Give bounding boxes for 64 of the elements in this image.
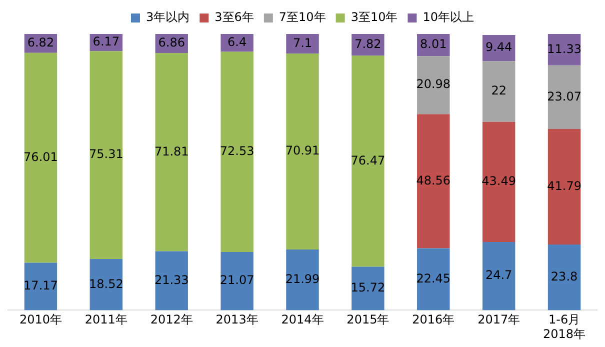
data-label: 15.72 [350, 280, 386, 295]
data-label: 21.07 [220, 273, 254, 288]
legend-label: 3年以内 [146, 10, 190, 24]
legend-label: 7至10年 [278, 10, 326, 24]
x-tick-label: 2017年 [478, 312, 520, 327]
legend-label: 3至10年 [350, 10, 398, 24]
bar [220, 52, 254, 252]
bar [24, 52, 58, 263]
data-label: 70.91 [285, 144, 320, 158]
data-label: 75.31 [88, 147, 124, 162]
bar [417, 56, 450, 114]
bar [286, 249, 319, 310]
bar [220, 252, 254, 310]
bar [90, 259, 123, 310]
data-label: 9.44 [485, 40, 512, 54]
data-label: 6.82 [27, 36, 54, 50]
data-label: 17.17 [24, 278, 58, 293]
bar [417, 248, 450, 310]
bar [352, 56, 384, 267]
data-label: 7.82 [354, 36, 382, 51]
data-label: 76.47 [350, 153, 386, 168]
bar [286, 34, 319, 54]
bar [24, 262, 58, 310]
data-label: 22 [491, 84, 506, 98]
data-label: 6.4 [228, 34, 247, 49]
x-tick-label: 2011年 [84, 312, 128, 327]
bar [548, 65, 581, 130]
legend-label: 10年以上 [422, 10, 474, 24]
x-tick-label: 2015年 [346, 312, 390, 327]
bar [548, 129, 581, 244]
x-tick-label: 2014年 [281, 312, 324, 327]
bar [155, 52, 188, 252]
bar [155, 251, 188, 310]
bar [352, 266, 384, 310]
data-label: 18.52 [88, 276, 124, 291]
data-label: 7.1 [292, 36, 312, 50]
data-label: 21.99 [285, 272, 320, 286]
data-label: 24.7 [485, 268, 512, 282]
legend-label: 3至6年 [214, 10, 254, 24]
x-tick-label: 2012年 [150, 312, 193, 327]
bar [417, 114, 450, 248]
bar [482, 61, 516, 122]
bar [548, 34, 581, 66]
data-label: 76.01 [24, 150, 58, 164]
data-label: 21.33 [154, 272, 189, 287]
x-tick-label: 2016年 [412, 312, 455, 327]
data-label: 6.86 [158, 36, 185, 50]
data-label: 22.45 [416, 271, 451, 286]
x-tick-label: 2013年 [216, 312, 258, 327]
data-label: 6.17 [92, 34, 120, 49]
data-label: 8.01 [420, 37, 447, 52]
bar [482, 122, 516, 242]
x-tick-label: 2010年 [19, 312, 62, 327]
data-label: 71.81 [154, 144, 189, 158]
data-label: 23.8 [550, 269, 578, 284]
data-label: 23.07 [547, 89, 582, 104]
data-label: 11.33 [547, 42, 582, 56]
x-tick-label: 1-6月 2018年 [543, 312, 586, 341]
data-label: 72.53 [220, 144, 254, 158]
bar [482, 242, 516, 310]
bar [548, 244, 581, 310]
bar [90, 51, 123, 260]
data-label: 20.98 [416, 77, 451, 92]
bar [286, 54, 319, 250]
